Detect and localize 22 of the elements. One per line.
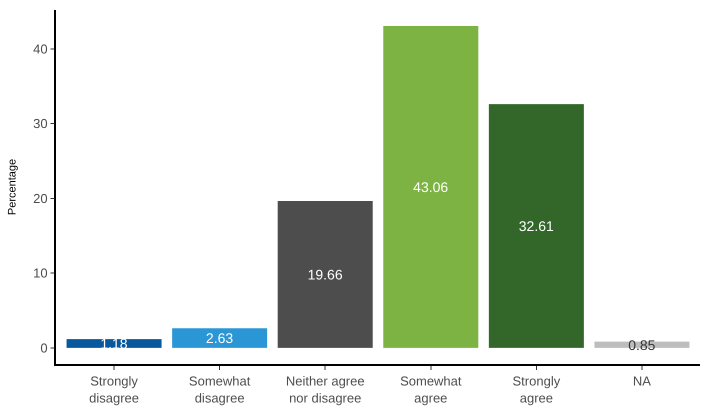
x-tick-label: NA bbox=[632, 373, 652, 388]
bar bbox=[278, 200, 373, 348]
data-label: 43.06 bbox=[413, 178, 448, 195]
bar bbox=[488, 104, 584, 348]
bar bbox=[172, 328, 268, 348]
x-tick-label: Somewhat disagree bbox=[188, 373, 251, 406]
y-tick-label: 0 bbox=[40, 340, 48, 356]
y-tick-label: 10 bbox=[33, 266, 48, 281]
x-tick-label: Strongly disagree bbox=[89, 373, 140, 406]
x-tick-label: Neither agree nor disagree bbox=[286, 373, 365, 406]
y-tick-label: 20 bbox=[33, 190, 48, 206]
data-label: 19.66 bbox=[308, 266, 343, 282]
bar bbox=[383, 26, 478, 348]
y-axis-title: Percentage bbox=[6, 158, 18, 216]
data-label: 32.61 bbox=[518, 218, 554, 234]
x-tick-label: Strongly agree bbox=[512, 373, 561, 406]
data-label: 2.63 bbox=[206, 330, 234, 346]
bar bbox=[66, 339, 162, 348]
y-tick-label: 40 bbox=[33, 41, 48, 56]
y-tick-label: 30 bbox=[33, 116, 48, 132]
data-label: 0.85 bbox=[628, 336, 656, 353]
x-tick-label: Somewhat agree bbox=[400, 373, 462, 406]
